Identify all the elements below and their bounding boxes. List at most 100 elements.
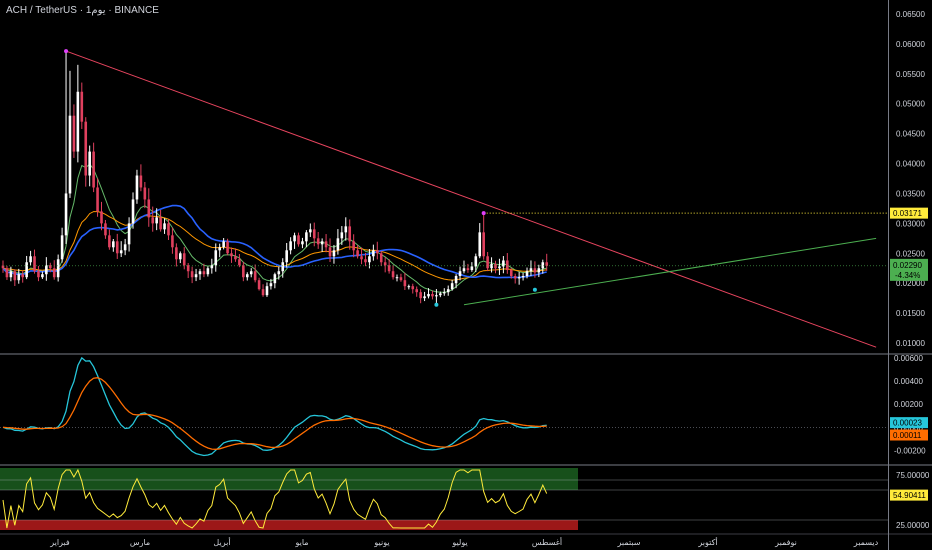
interval-label[interactable]: 1يوم — [85, 5, 106, 16]
candle — [175, 247, 178, 260]
candle — [312, 229, 316, 239]
rsi-oversold-zone — [0, 520, 578, 530]
candle — [419, 292, 422, 299]
candle — [376, 250, 379, 254]
candle — [33, 256, 36, 272]
candle — [92, 151, 95, 188]
swing-low-marker[interactable] — [532, 287, 537, 292]
candle — [383, 262, 387, 266]
candle — [182, 253, 186, 266]
candle — [29, 256, 32, 263]
candle — [415, 289, 418, 293]
price-axis-tick: 0.03500 — [896, 189, 925, 198]
candle — [214, 250, 218, 266]
candle — [206, 268, 210, 275]
candle — [442, 292, 446, 294]
candle — [332, 250, 336, 257]
swing-low-marker[interactable] — [434, 302, 439, 307]
candle — [48, 265, 52, 269]
price-axis-tick: 0.06500 — [896, 10, 925, 19]
candle — [309, 229, 312, 233]
candle — [96, 187, 99, 212]
candle — [41, 274, 44, 278]
candle — [139, 175, 143, 188]
rsi-line — [2, 468, 548, 529]
candle — [305, 232, 308, 242]
signal-value-badge — [890, 429, 928, 441]
candle — [127, 223, 131, 245]
candle — [25, 262, 28, 278]
chart-header: ACH / TetherUS · 1يوم · BINANCE — [6, 5, 159, 16]
price-axis-tick: 0.05000 — [896, 100, 925, 109]
price-axis-tick: 0.03000 — [896, 219, 925, 228]
candle — [1, 265, 5, 269]
candle — [37, 271, 40, 278]
candle — [226, 241, 229, 254]
candle — [64, 193, 68, 236]
time-axis-tick: أبريل — [213, 537, 230, 547]
rsi-value-badge-text: 54.90411 — [893, 491, 926, 500]
candle — [513, 276, 517, 279]
time-axis-tick: يوليو — [451, 538, 467, 547]
resistance-trendline[interactable] — [65, 50, 877, 348]
candle — [328, 247, 332, 257]
swing-high-marker[interactable] — [481, 211, 486, 216]
candle — [435, 295, 438, 297]
candle — [100, 211, 103, 224]
candle — [52, 268, 56, 278]
candle — [462, 268, 466, 272]
candle — [257, 280, 261, 290]
candle — [407, 286, 411, 288]
candle — [356, 250, 359, 257]
candle — [163, 223, 166, 230]
candle — [431, 293, 434, 297]
candle — [316, 238, 320, 245]
candle — [277, 271, 281, 275]
header-separator: · — [79, 5, 84, 16]
candle — [336, 238, 340, 251]
candle — [17, 274, 21, 281]
candle — [238, 259, 241, 266]
candle — [76, 91, 80, 152]
level-badge — [890, 207, 928, 219]
exchange-label: BINANCE — [114, 5, 159, 16]
support-trendline[interactable] — [463, 237, 877, 306]
candle — [269, 283, 273, 287]
time-axis-tick: نوفمبر — [774, 538, 797, 547]
candle — [529, 268, 533, 272]
candle — [143, 187, 147, 200]
candle — [112, 241, 115, 248]
candle — [502, 260, 505, 267]
price-change-text: -4.34% — [895, 271, 920, 280]
price-axis-tick: 0.01500 — [896, 309, 925, 318]
candle — [486, 256, 489, 269]
candle — [348, 226, 352, 242]
candle — [545, 262, 549, 266]
candle — [249, 271, 253, 275]
candle — [340, 232, 344, 239]
candle — [45, 265, 48, 275]
time-axis-tick: سبتمبر — [617, 538, 641, 547]
candle — [470, 266, 474, 271]
candle — [482, 232, 485, 257]
candle — [72, 115, 76, 152]
candle — [131, 199, 135, 224]
candle — [68, 115, 72, 194]
rsi-axis-tick: 75.00000 — [896, 471, 930, 480]
time-axis-tick: أكتوبر — [697, 537, 717, 547]
candle — [245, 274, 249, 278]
candle — [155, 217, 158, 224]
candle — [293, 235, 296, 242]
candle — [84, 121, 88, 176]
candle — [190, 271, 194, 278]
candle — [537, 268, 541, 273]
symbol-label[interactable]: ACH / TetherUS — [6, 5, 77, 16]
macd-signal-line — [2, 377, 547, 450]
candle — [498, 266, 501, 269]
candle — [281, 262, 285, 272]
candle — [525, 271, 529, 277]
swing-high-marker[interactable] — [64, 49, 69, 54]
candle — [135, 175, 139, 200]
macd-axis-tick: 0.00600 — [894, 354, 923, 363]
